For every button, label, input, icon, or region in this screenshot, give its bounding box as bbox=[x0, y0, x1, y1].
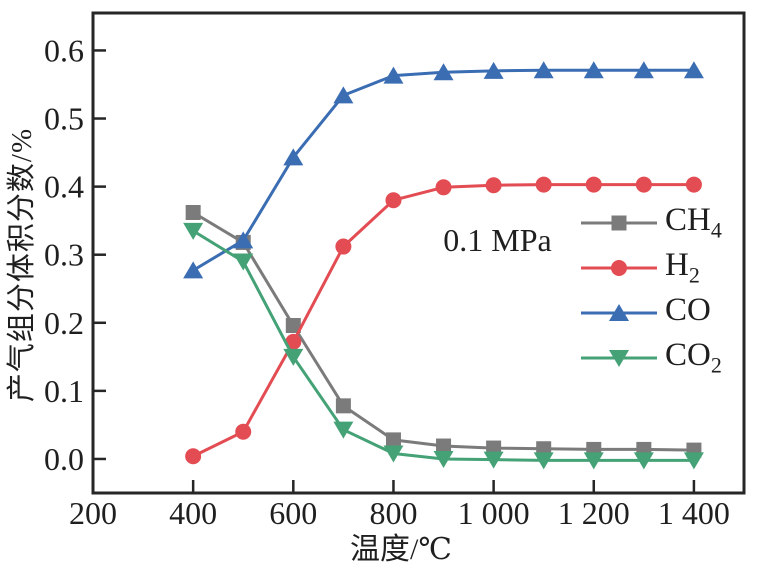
series-marker-co2 bbox=[283, 348, 304, 366]
series-marker-co bbox=[433, 63, 454, 81]
series-marker-h2 bbox=[185, 448, 202, 465]
legend-marker-co2 bbox=[609, 349, 629, 367]
legend-label-ch4: CH4 bbox=[665, 201, 722, 243]
series-marker-ch4 bbox=[285, 318, 301, 334]
plot-border bbox=[91, 11, 746, 495]
y-tick-label: 0.4 bbox=[44, 169, 84, 205]
x-tick-label: 200 bbox=[69, 495, 117, 531]
legend-item-ch4: CH4 bbox=[581, 200, 722, 245]
series-marker-h2 bbox=[685, 176, 702, 193]
legend: CH4 H2 CO CO2 bbox=[581, 200, 722, 380]
series-marker-h2 bbox=[585, 176, 602, 193]
series-marker-co bbox=[683, 61, 704, 79]
series-marker-h2 bbox=[535, 176, 552, 193]
series-marker-co bbox=[633, 61, 654, 79]
series-marker-h2 bbox=[385, 192, 402, 209]
series-marker-h2 bbox=[335, 238, 352, 255]
x-tick-label: 1 000 bbox=[458, 495, 530, 531]
y-tick-label: 0.2 bbox=[44, 305, 84, 341]
legend-marker-h2 bbox=[611, 259, 627, 276]
legend-item-h2: H2 bbox=[581, 245, 722, 290]
series-marker-ch4 bbox=[385, 432, 401, 448]
legend-marker-co bbox=[609, 303, 629, 321]
y-tick-label: 0.6 bbox=[44, 32, 84, 68]
y-tick-label: 0.5 bbox=[44, 101, 84, 137]
legend-label-ch4-sub: 4 bbox=[710, 217, 722, 243]
series-marker-co2 bbox=[183, 222, 204, 240]
legend-label-co: CO bbox=[665, 291, 711, 332]
x-tick-label: 1 400 bbox=[658, 495, 730, 531]
series-marker-co2 bbox=[633, 452, 654, 470]
x-tick-label: 600 bbox=[269, 495, 317, 531]
series-marker-co bbox=[533, 61, 554, 79]
legend-swatch-co2 bbox=[581, 349, 657, 367]
y-axis-title: 产气组分体积分数/% bbox=[6, 127, 38, 403]
legend-swatch-ch4 bbox=[581, 215, 657, 230]
series-marker-ch4 bbox=[436, 438, 452, 454]
legend-swatch-co bbox=[581, 303, 657, 321]
legend-label-co2: CO2 bbox=[665, 336, 722, 378]
series-marker-co2 bbox=[583, 452, 604, 470]
series-marker-co bbox=[383, 66, 404, 84]
series-marker-co bbox=[183, 261, 204, 279]
series-marker-ch4 bbox=[185, 204, 201, 220]
series-marker-co bbox=[283, 148, 304, 166]
series-marker-h2 bbox=[435, 179, 452, 196]
series-marker-h2 bbox=[635, 176, 652, 193]
legend-label-h2-base: H bbox=[665, 246, 689, 283]
series-marker-co bbox=[483, 61, 504, 79]
x-tick-label: 400 bbox=[169, 495, 217, 531]
series-marker-co2 bbox=[383, 445, 404, 463]
legend-label-co2-sub: 2 bbox=[710, 352, 722, 378]
legend-label-h2: H2 bbox=[665, 246, 700, 288]
legend-label-h2-sub: 2 bbox=[688, 262, 700, 288]
series-marker-co2 bbox=[233, 253, 254, 271]
series-marker-h2 bbox=[485, 177, 502, 194]
legend-label-co-base: CO bbox=[665, 291, 711, 328]
series-marker-ch4 bbox=[335, 398, 351, 414]
series-marker-h2 bbox=[235, 423, 252, 440]
x-tick-label: 800 bbox=[369, 495, 417, 531]
legend-item-co2: CO2 bbox=[581, 335, 722, 380]
y-tick-label: 0.1 bbox=[44, 373, 84, 409]
legend-swatch-h2 bbox=[581, 259, 657, 276]
x-axis-title: 温度/℃ bbox=[350, 533, 452, 566]
series-marker-co bbox=[583, 61, 604, 79]
series-marker-co2 bbox=[433, 450, 454, 468]
series-marker-co2 bbox=[533, 452, 554, 470]
legend-label-co2-base: CO bbox=[665, 336, 711, 373]
legend-label-ch4-base: CH bbox=[665, 201, 711, 238]
series-marker-co bbox=[233, 231, 254, 249]
pressure-annotation: 0.1 MPa bbox=[443, 222, 552, 258]
legend-item-co: CO bbox=[581, 290, 722, 335]
series-marker-co bbox=[333, 86, 354, 104]
series-marker-co2 bbox=[333, 421, 354, 439]
series-marker-co2 bbox=[683, 452, 704, 470]
legend-marker-ch4 bbox=[611, 215, 627, 230]
series-marker-co2 bbox=[483, 451, 504, 469]
x-tick-label: 1 200 bbox=[558, 495, 630, 531]
series-marker-h2 bbox=[285, 333, 302, 350]
y-tick-label: 0.3 bbox=[44, 237, 84, 273]
y-tick-label: 0.0 bbox=[44, 441, 84, 477]
